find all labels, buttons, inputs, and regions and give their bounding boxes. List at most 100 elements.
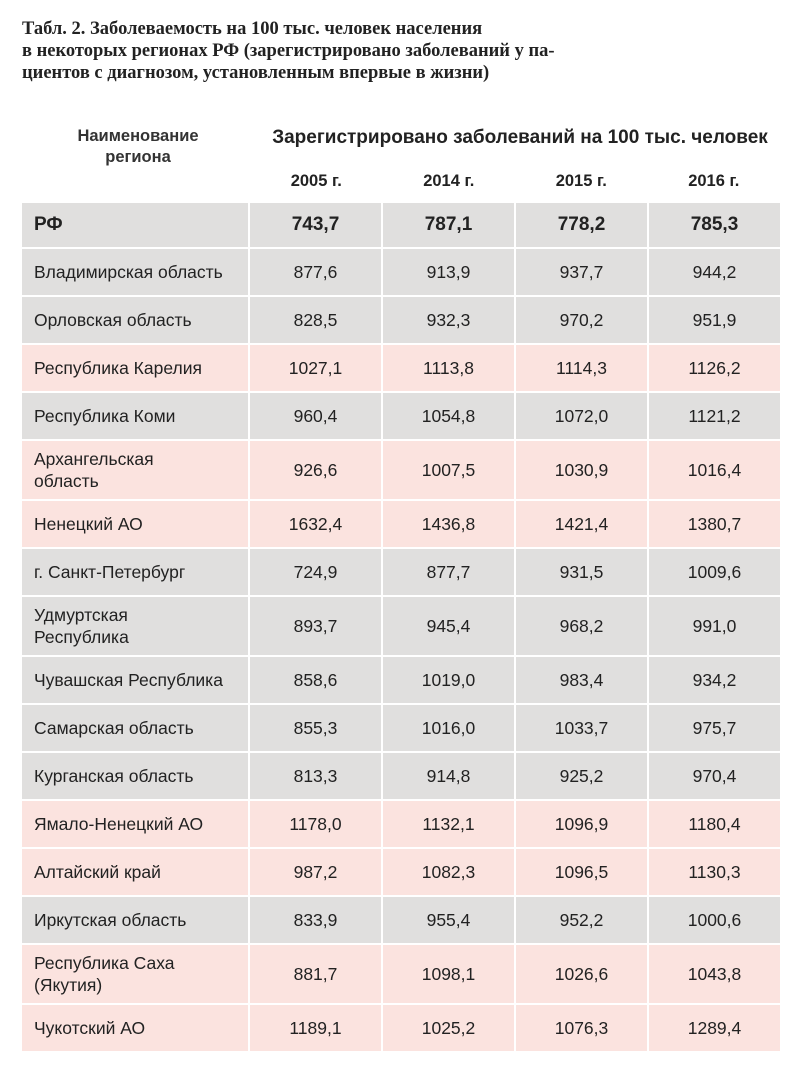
value-cell: 858,6	[250, 657, 381, 703]
value-cell: 1189,1	[250, 1005, 381, 1051]
value-cell: 944,2	[649, 249, 780, 295]
region-name: Самарская область	[34, 718, 194, 738]
value-cell: 1007,5	[383, 441, 514, 499]
year-header-2016: 2016 г.	[688, 172, 740, 190]
table-row: Чукотский АО 1189,1 1025,2 1076,3 1289,4	[22, 1005, 780, 1051]
table-row: Ненецкий АО 1632,4 1436,8 1421,4 1380,7	[22, 501, 780, 547]
value-cell: 1114,3	[516, 345, 647, 391]
value-cell: 1025,2	[383, 1005, 514, 1051]
caption-line: Табл. 2. Заболеваемость на 100 тыс. чело…	[22, 19, 483, 39]
value-cell: 937,7	[516, 249, 647, 295]
year-header-2015: 2015 г.	[555, 172, 607, 190]
region-name: Ямало-Ненецкий АО	[34, 814, 204, 834]
region-name: РФ	[34, 214, 63, 235]
value-cell: 1132,1	[383, 801, 514, 847]
year-header-2005: 2005 г.	[290, 172, 342, 190]
value-cell: 970,4	[649, 753, 780, 799]
region-name: Республика	[34, 627, 129, 647]
value-cell: 893,7	[250, 597, 381, 655]
value-cell: 934,2	[649, 657, 780, 703]
region-name: Ненецкий АО	[34, 514, 143, 534]
value-cell: 1180,4	[649, 801, 780, 847]
value-cell: 952,2	[516, 897, 647, 943]
table-row: Республика Карелия 1027,1 1113,8 1114,3 1126…	[22, 345, 780, 391]
value-cell: 1072,0	[516, 393, 647, 439]
region-name: Республика Саха	[34, 953, 175, 973]
region-name-cell: Самарская область	[22, 705, 248, 751]
caption-line: циентов с диагнозом, установленным вперв…	[22, 63, 490, 83]
region-name-cell: Орловская область	[22, 297, 248, 343]
value-cell: 1026,6	[516, 945, 647, 1003]
region-name-cell: Ненецкий АО	[22, 501, 248, 547]
table-row: Ямало-Ненецкий АО 1178,0 1132,1 1096,9 1180,…	[22, 801, 780, 847]
value-cell: 968,2	[516, 597, 647, 655]
value-cell: 828,5	[250, 297, 381, 343]
region-name: Иркутская область	[34, 910, 187, 930]
value-cell: 1054,8	[383, 393, 514, 439]
table-row: Республика Коми 960,4 1054,8 1072,0 1121,2	[22, 393, 780, 439]
value-cell: 1043,8	[649, 945, 780, 1003]
table-row: Республика Саха (Якутия) 881,7 1098,1 1026,6…	[22, 945, 780, 1003]
region-name: Архангельская	[34, 449, 154, 469]
value-cell: 778,2	[516, 203, 647, 247]
value-cell: 970,2	[516, 297, 647, 343]
value-cell: 1130,3	[649, 849, 780, 895]
region-name-cell: Курганская область	[22, 753, 248, 799]
value-cell: 1096,5	[516, 849, 647, 895]
value-cell: 1421,4	[516, 501, 647, 547]
region-name-cell: Архангельская область	[22, 441, 248, 499]
value-cell: 1016,0	[383, 705, 514, 751]
value-cell: 914,8	[383, 753, 514, 799]
region-header-line: региона	[105, 148, 171, 166]
year-headers: 2005 г. 2014 г. 2015 г. 2016 г.	[250, 172, 780, 194]
value-cell: 983,4	[516, 657, 647, 703]
value-cell: 951,9	[649, 297, 780, 343]
value-cell: 960,4	[250, 393, 381, 439]
region-name: Курганская область	[34, 766, 194, 786]
region-name: Республика Карелия	[34, 358, 202, 378]
region-name: Владимирская область	[34, 262, 223, 282]
region-name-cell: РФ	[22, 203, 248, 247]
region-name: (Якутия)	[34, 975, 103, 995]
table-row: Архангельская область 926,6 1007,5 1030,9 101…	[22, 441, 780, 499]
value-cell: 1076,3	[516, 1005, 647, 1051]
table-row: Орловская область 828,5 932,3 970,2 951,9	[22, 297, 780, 343]
value-cell: 1436,8	[383, 501, 514, 547]
table-row: Курганская область 813,3 914,8 925,2 970,4	[22, 753, 780, 799]
value-cell: 975,7	[649, 705, 780, 751]
region-name: Орловская область	[34, 310, 192, 330]
value-cell: 1121,2	[649, 393, 780, 439]
value-cell: 1113,8	[383, 345, 514, 391]
value-cell: 925,2	[516, 753, 647, 799]
table-row: г. Санкт-Петербург 724,9 877,7 931,5 1009,6	[22, 549, 780, 595]
value-cell: 785,3	[649, 203, 780, 247]
value-cell: 1027,1	[250, 345, 381, 391]
value-cell: 881,7	[250, 945, 381, 1003]
region-name: область	[34, 471, 99, 491]
value-cell: 1082,3	[383, 849, 514, 895]
value-cell: 833,9	[250, 897, 381, 943]
value-cell: 743,7	[250, 203, 381, 247]
table-row: Самарская область 855,3 1016,0 1033,7 975,7	[22, 705, 780, 751]
value-cell: 1178,0	[250, 801, 381, 847]
table-row: РФ 743,7 787,1 778,2 785,3	[22, 203, 780, 247]
table-row: Алтайский край 987,2 1082,3 1096,5 1130,3	[22, 849, 780, 895]
value-cell: 877,6	[250, 249, 381, 295]
table-row: Иркутская область 833,9 955,4 952,2 1000,6	[22, 897, 780, 943]
year-header-2014: 2014 г.	[423, 172, 475, 190]
value-cell: 787,1	[383, 203, 514, 247]
registered-cases-header: Зарегистрировано заболеваний на 100 тыс.…	[272, 127, 768, 148]
region-name-cell: Владимирская область	[22, 249, 248, 295]
table-row: Удмуртская Республика 893,7 945,4 968,2 991,0	[22, 597, 780, 655]
value-cell: 813,3	[250, 753, 381, 799]
value-cell: 955,4	[383, 897, 514, 943]
region-name: Чукотский АО	[34, 1018, 146, 1038]
value-cell: 1126,2	[649, 345, 780, 391]
region-name-cell: Удмуртская Республика	[22, 597, 248, 655]
region-name: Удмуртская	[34, 605, 128, 625]
value-cell: 1000,6	[649, 897, 780, 943]
region-name-cell: Иркутская область	[22, 897, 248, 943]
region-name-cell: Республика Коми	[22, 393, 248, 439]
value-cell: 931,5	[516, 549, 647, 595]
region-name: Алтайский край	[34, 862, 161, 882]
